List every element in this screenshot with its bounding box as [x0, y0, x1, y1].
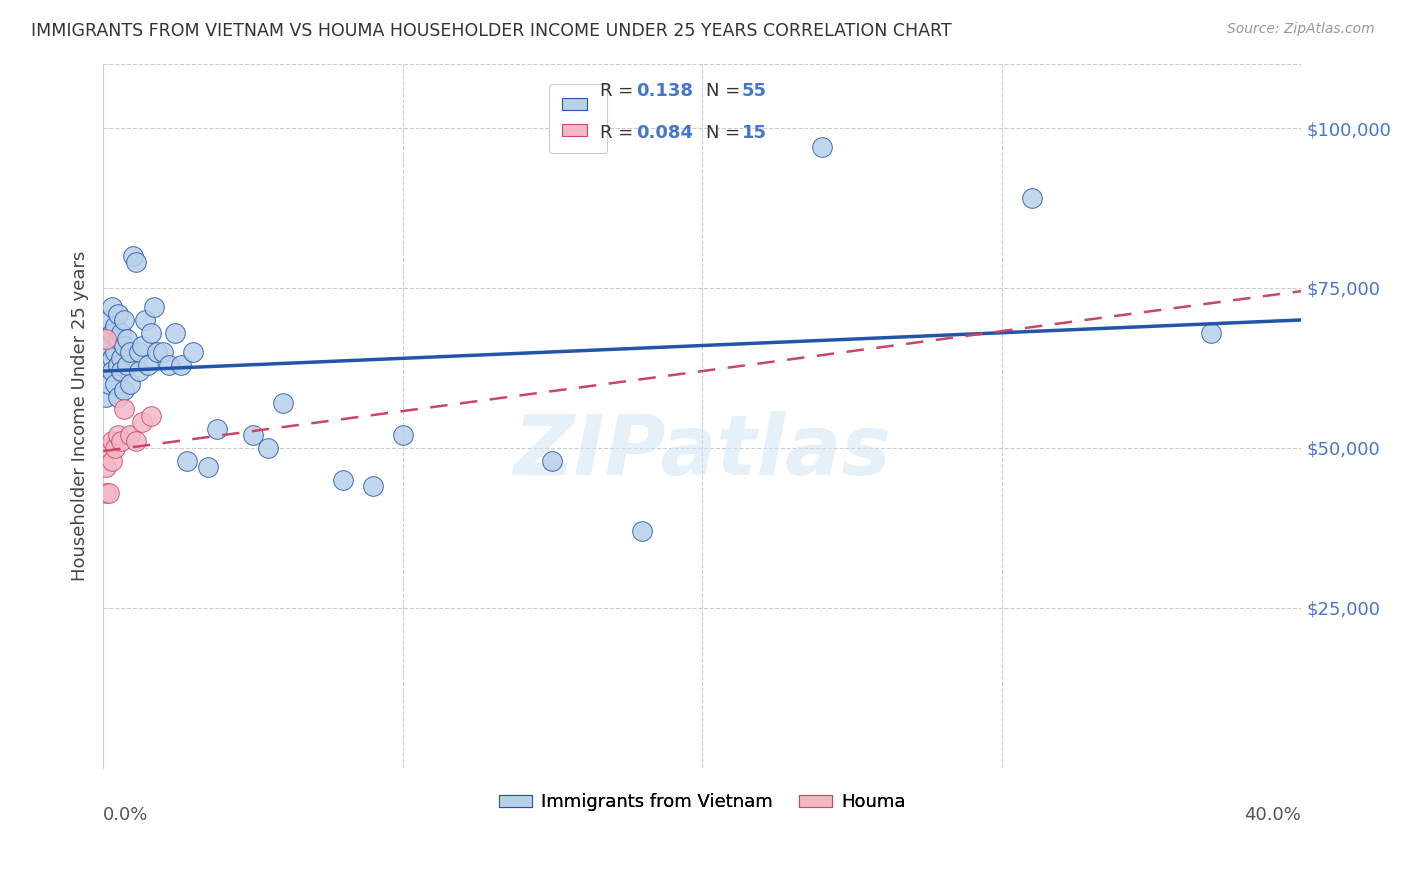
Point — [811, 140, 834, 154]
Point — [152, 345, 174, 359]
Point — [101, 300, 124, 314]
Point — [131, 338, 153, 352]
Text: 0.138: 0.138 — [637, 82, 693, 100]
Point — [139, 409, 162, 423]
Point — [120, 345, 142, 359]
Point — [101, 453, 124, 467]
Text: 15: 15 — [742, 124, 766, 142]
Text: N =: N = — [706, 124, 745, 142]
Point — [125, 255, 148, 269]
Point — [391, 428, 413, 442]
Point — [101, 434, 124, 449]
Point — [115, 332, 138, 346]
Point — [94, 485, 117, 500]
Text: 40.0%: 40.0% — [1244, 806, 1302, 824]
Point — [157, 358, 180, 372]
Point — [94, 460, 117, 475]
Point — [107, 428, 129, 442]
Point — [139, 326, 162, 340]
Point — [94, 358, 117, 372]
Point — [101, 364, 124, 378]
Text: 0.084: 0.084 — [637, 124, 693, 142]
Point — [94, 332, 117, 346]
Point — [361, 479, 384, 493]
Point — [101, 351, 124, 366]
Text: Source: ZipAtlas.com: Source: ZipAtlas.com — [1227, 22, 1375, 37]
Point — [115, 358, 138, 372]
Point — [104, 319, 127, 334]
Text: 55: 55 — [742, 82, 766, 100]
Point — [101, 326, 124, 340]
Point — [631, 524, 654, 538]
Point — [122, 249, 145, 263]
Point — [1021, 191, 1043, 205]
Point — [136, 358, 159, 372]
Point — [271, 396, 294, 410]
Point — [131, 415, 153, 429]
Point — [110, 434, 132, 449]
Point — [98, 441, 121, 455]
Point — [163, 326, 186, 340]
Text: R =: R = — [600, 124, 640, 142]
Point — [104, 441, 127, 455]
Point — [104, 376, 127, 391]
Point — [110, 351, 132, 366]
Point — [112, 338, 135, 352]
Point — [107, 390, 129, 404]
Point — [112, 384, 135, 398]
Point — [128, 364, 150, 378]
Point — [125, 434, 148, 449]
Point — [134, 313, 156, 327]
Text: IMMIGRANTS FROM VIETNAM VS HOUMA HOUSEHOLDER INCOME UNDER 25 YEARS CORRELATION C: IMMIGRANTS FROM VIETNAM VS HOUMA HOUSEHO… — [31, 22, 952, 40]
Point — [332, 473, 354, 487]
Text: ZIPatlas: ZIPatlas — [513, 410, 891, 491]
Point — [98, 338, 121, 352]
Point — [176, 453, 198, 467]
Text: 0.0%: 0.0% — [103, 806, 149, 824]
Point — [104, 345, 127, 359]
Point — [98, 485, 121, 500]
Point — [98, 376, 121, 391]
Point — [107, 332, 129, 346]
Point — [112, 402, 135, 417]
Legend: Immigrants from Vietnam, Houma: Immigrants from Vietnam, Houma — [492, 786, 912, 819]
Point — [205, 422, 228, 436]
Point — [541, 453, 564, 467]
Point — [120, 376, 142, 391]
Point — [110, 364, 132, 378]
Point — [94, 390, 117, 404]
Text: R =: R = — [600, 82, 640, 100]
Point — [98, 313, 121, 327]
Point — [146, 345, 169, 359]
Point — [110, 326, 132, 340]
Point — [107, 358, 129, 372]
Text: N =: N = — [706, 82, 745, 100]
Point — [120, 428, 142, 442]
Y-axis label: Householder Income Under 25 years: Householder Income Under 25 years — [72, 251, 89, 581]
Point — [242, 428, 264, 442]
Point — [143, 300, 166, 314]
Point — [128, 345, 150, 359]
Point — [257, 441, 280, 455]
Point — [107, 306, 129, 320]
Point — [181, 345, 204, 359]
Point — [112, 313, 135, 327]
Point — [170, 358, 193, 372]
Point — [197, 460, 219, 475]
Point — [1201, 326, 1223, 340]
